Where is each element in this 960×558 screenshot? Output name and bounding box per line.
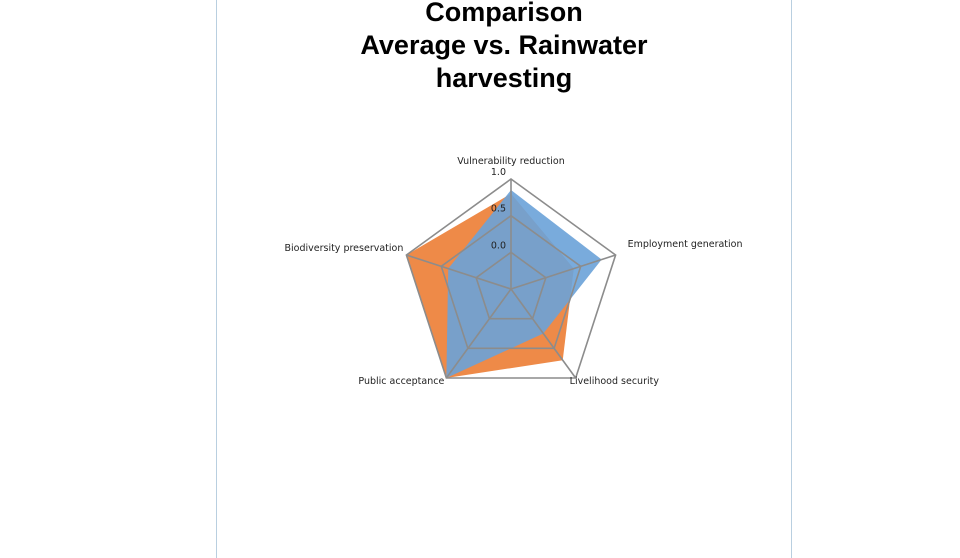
category-label: Public acceptance — [358, 376, 444, 387]
chart-title-line-1: Comparison — [425, 0, 583, 27]
radial-tick-label: 0.0 — [491, 240, 506, 251]
chart-title-line-2: Average vs. Rainwater — [360, 30, 648, 60]
category-label: Biodiversity preservation — [284, 243, 403, 254]
spoke-5 — [406, 254, 512, 290]
gridline-ring-2 — [440, 214, 582, 350]
radial-tick-label: 0.5 — [491, 204, 506, 215]
chart-title: Comparison Average vs. Rainwater harvest… — [216, 0, 792, 95]
chart-title-line-3: harvesting — [435, 63, 573, 93]
category-label: Employment generation — [628, 239, 743, 250]
gridline-ring-1 — [475, 251, 547, 320]
spoke-2 — [510, 254, 616, 290]
spoke-3 — [510, 288, 577, 379]
category-label: Livelihood security — [570, 376, 660, 387]
spoke-4 — [445, 288, 512, 379]
slide-frame — [216, 0, 792, 558]
category-label: Vulnerability reduction — [457, 156, 564, 167]
radial-tick-label: 1.0 — [491, 167, 506, 178]
gridline-ring-3 — [405, 178, 617, 379]
